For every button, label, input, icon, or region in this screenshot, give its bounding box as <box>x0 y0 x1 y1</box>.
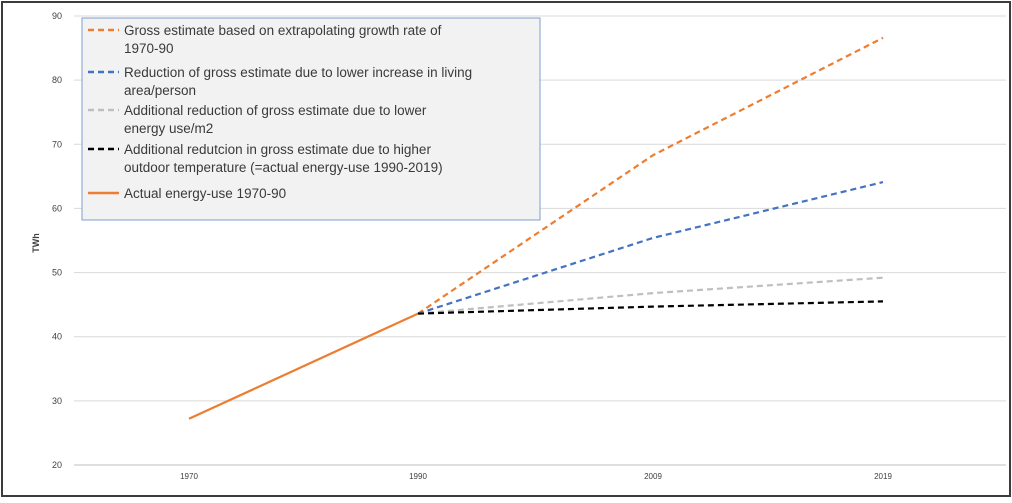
legend-label-4: Additional redutcion in gross estimate d… <box>124 142 431 157</box>
legend-label-1: Gross estimate based on extrapolating gr… <box>124 23 442 38</box>
series-line-4 <box>417 300 884 315</box>
x-tick-label-2009: 2009 <box>644 472 662 481</box>
y-tick-label-50: 50 <box>52 268 62 278</box>
series-line-1 <box>417 36 884 315</box>
axes: 20 30 40 50 60 70 80 90 1970 1990 2009 2019 <box>52 11 1006 481</box>
y-axis-label: TWh <box>31 233 41 253</box>
legend-label-2: Reduction of gross estimate due to lower… <box>124 65 472 80</box>
series-line-5 <box>188 312 419 420</box>
series-line-2 <box>417 181 884 315</box>
y-tick-label-70: 70 <box>52 139 62 149</box>
y-tick-label-30: 30 <box>52 396 62 406</box>
series-line-3 <box>417 276 884 315</box>
x-tick-label-1970: 1970 <box>180 472 198 481</box>
y-tick-label-80: 80 <box>52 75 62 85</box>
legend-label-1-line2: 1970-90 <box>124 41 174 56</box>
y-tick-label-60: 60 <box>52 203 62 213</box>
x-tick-label-1990: 1990 <box>409 472 427 481</box>
legend-box <box>81 17 541 221</box>
y-tick-label-90: 90 <box>52 11 62 21</box>
legend-label-3-line2: energy use/m2 <box>124 121 213 136</box>
y-tick-label-20: 20 <box>52 460 62 470</box>
legend-label-2-line2: area/person <box>124 83 196 98</box>
legend: Gross estimate based on extrapolating gr… <box>81 17 541 221</box>
y-tick-label-40: 40 <box>52 332 62 342</box>
series-lines <box>188 36 884 420</box>
x-tick-label-2019: 2019 <box>874 472 892 481</box>
legend-label-5: Actual energy-use 1970-90 <box>124 186 286 201</box>
legend-label-3: Additional reduction of gross estimate d… <box>124 103 427 118</box>
legend-label-4-line2: outdoor temperature (=actual energy-use … <box>124 160 443 175</box>
